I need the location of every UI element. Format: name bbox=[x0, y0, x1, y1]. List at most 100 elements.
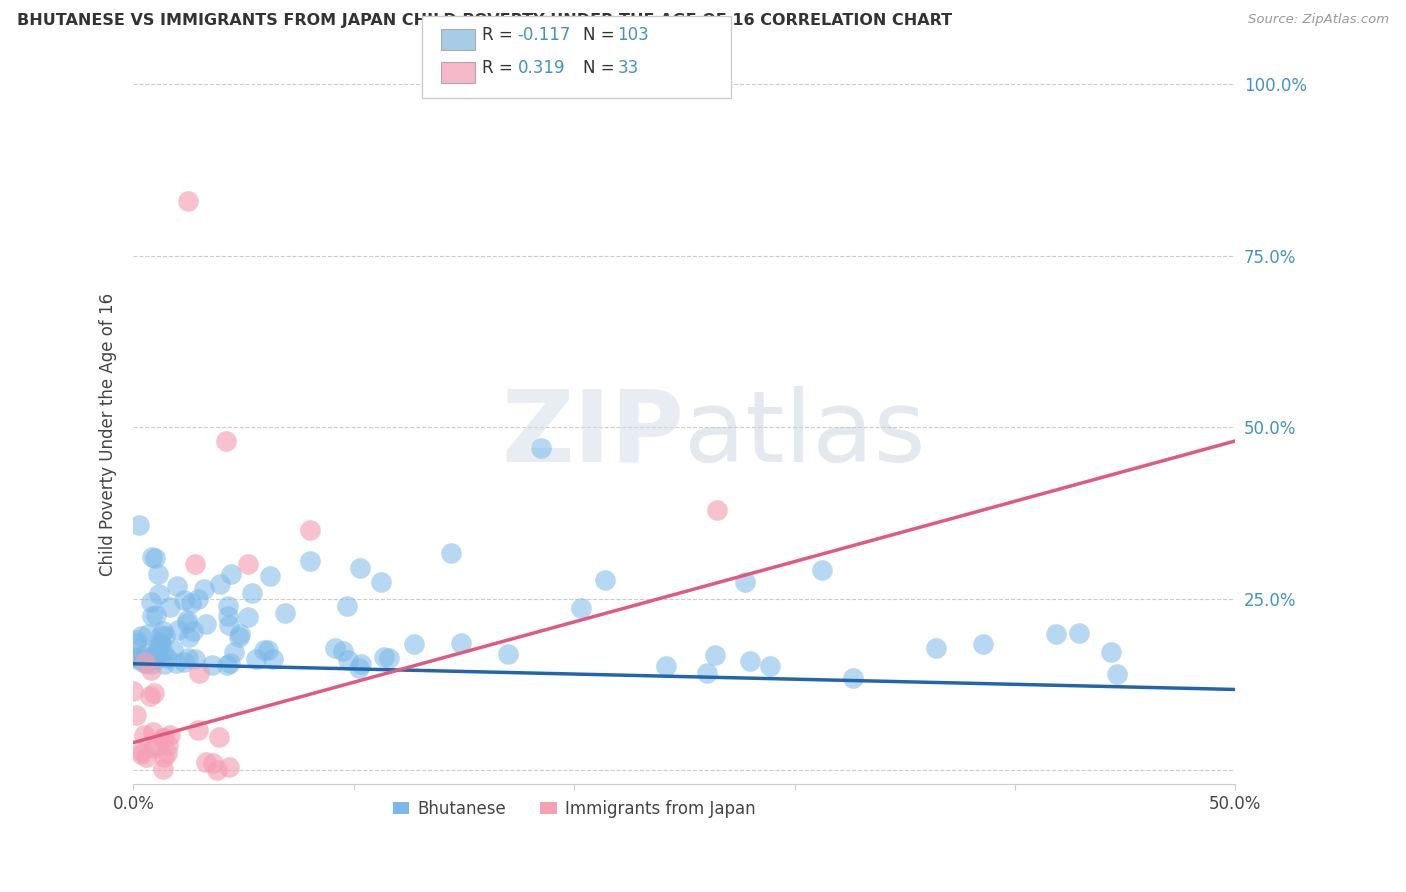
Text: -0.117: -0.117 bbox=[517, 26, 571, 44]
Point bbox=[378, 650, 401, 665]
Point bbox=[972, 637, 994, 651]
Point bbox=[141, 609, 163, 624]
Point bbox=[373, 650, 395, 665]
Point bbox=[1067, 626, 1090, 640]
Point bbox=[122, 684, 145, 698]
Point bbox=[125, 636, 148, 650]
Point bbox=[350, 657, 373, 672]
Point bbox=[139, 689, 162, 703]
Point bbox=[194, 755, 217, 769]
Point bbox=[201, 657, 224, 672]
Text: atlas: atlas bbox=[685, 385, 927, 483]
Point bbox=[228, 627, 250, 641]
Point bbox=[177, 194, 200, 208]
Point bbox=[152, 731, 174, 745]
Point bbox=[139, 663, 162, 677]
Point bbox=[236, 610, 259, 624]
Text: Source: ZipAtlas.com: Source: ZipAtlas.com bbox=[1249, 13, 1389, 27]
Point bbox=[156, 650, 179, 665]
Point bbox=[153, 629, 176, 643]
Point bbox=[141, 650, 163, 665]
Point bbox=[166, 579, 188, 593]
Point bbox=[177, 651, 200, 665]
Point bbox=[149, 628, 172, 642]
Point bbox=[218, 760, 240, 774]
Point bbox=[146, 648, 169, 662]
Point bbox=[440, 546, 463, 560]
Point bbox=[259, 569, 281, 583]
Point bbox=[738, 654, 761, 668]
Point bbox=[215, 434, 238, 448]
Text: N =: N = bbox=[583, 26, 614, 44]
Point bbox=[159, 600, 181, 615]
Point bbox=[253, 643, 276, 657]
Point bbox=[142, 725, 165, 739]
Point bbox=[262, 652, 284, 666]
Point bbox=[153, 731, 176, 746]
Point bbox=[149, 635, 172, 649]
Point bbox=[323, 641, 346, 656]
Point bbox=[129, 747, 152, 761]
Point bbox=[184, 651, 207, 665]
Point bbox=[135, 656, 157, 670]
Point bbox=[337, 653, 360, 667]
Point bbox=[145, 739, 167, 753]
Point bbox=[152, 750, 174, 764]
Point bbox=[811, 563, 834, 577]
Point bbox=[202, 756, 225, 770]
Point bbox=[219, 566, 242, 581]
Point bbox=[124, 649, 146, 664]
Point bbox=[187, 591, 209, 606]
Text: 0.319: 0.319 bbox=[517, 59, 565, 77]
Point bbox=[167, 623, 190, 637]
Point bbox=[193, 582, 215, 597]
Point bbox=[132, 656, 155, 670]
Point bbox=[149, 637, 172, 651]
Point bbox=[336, 599, 359, 613]
Point bbox=[349, 661, 371, 675]
Point bbox=[218, 618, 240, 632]
Point bbox=[1045, 627, 1067, 641]
Point bbox=[704, 648, 727, 662]
Point bbox=[129, 744, 152, 758]
Point bbox=[176, 613, 198, 627]
Point bbox=[450, 636, 472, 650]
Point bbox=[208, 730, 231, 744]
Point bbox=[1099, 645, 1122, 659]
Text: BHUTANESE VS IMMIGRANTS FROM JAPAN CHILD POVERTY UNDER THE AGE OF 16 CORRELATION: BHUTANESE VS IMMIGRANTS FROM JAPAN CHILD… bbox=[17, 13, 952, 29]
Point bbox=[131, 648, 153, 663]
Point bbox=[152, 645, 174, 659]
Point bbox=[132, 728, 155, 742]
Point bbox=[245, 651, 267, 665]
Point bbox=[128, 517, 150, 532]
Point bbox=[654, 659, 676, 673]
Point bbox=[187, 723, 209, 737]
Point bbox=[842, 671, 865, 685]
Point bbox=[136, 627, 159, 641]
Text: N =: N = bbox=[583, 59, 614, 77]
Point bbox=[217, 608, 239, 623]
Point bbox=[496, 648, 519, 662]
Point bbox=[217, 658, 239, 673]
Point bbox=[1105, 667, 1128, 681]
Point bbox=[218, 599, 240, 613]
Point bbox=[194, 617, 217, 632]
Point bbox=[222, 645, 245, 659]
Point bbox=[125, 651, 148, 665]
Legend: Bhutanese, Immigrants from Japan: Bhutanese, Immigrants from Japan bbox=[387, 793, 762, 824]
Point bbox=[205, 763, 228, 777]
Point bbox=[125, 707, 148, 722]
Point bbox=[148, 587, 170, 601]
Point bbox=[298, 554, 321, 568]
Point bbox=[135, 655, 157, 669]
Text: R =: R = bbox=[482, 26, 513, 44]
Point bbox=[402, 637, 425, 651]
Point bbox=[143, 651, 166, 665]
Point bbox=[146, 640, 169, 655]
Text: 103: 103 bbox=[617, 26, 650, 44]
Point bbox=[152, 762, 174, 776]
Point bbox=[208, 576, 231, 591]
Point bbox=[183, 624, 205, 638]
Point bbox=[142, 740, 165, 755]
Point bbox=[180, 596, 202, 610]
